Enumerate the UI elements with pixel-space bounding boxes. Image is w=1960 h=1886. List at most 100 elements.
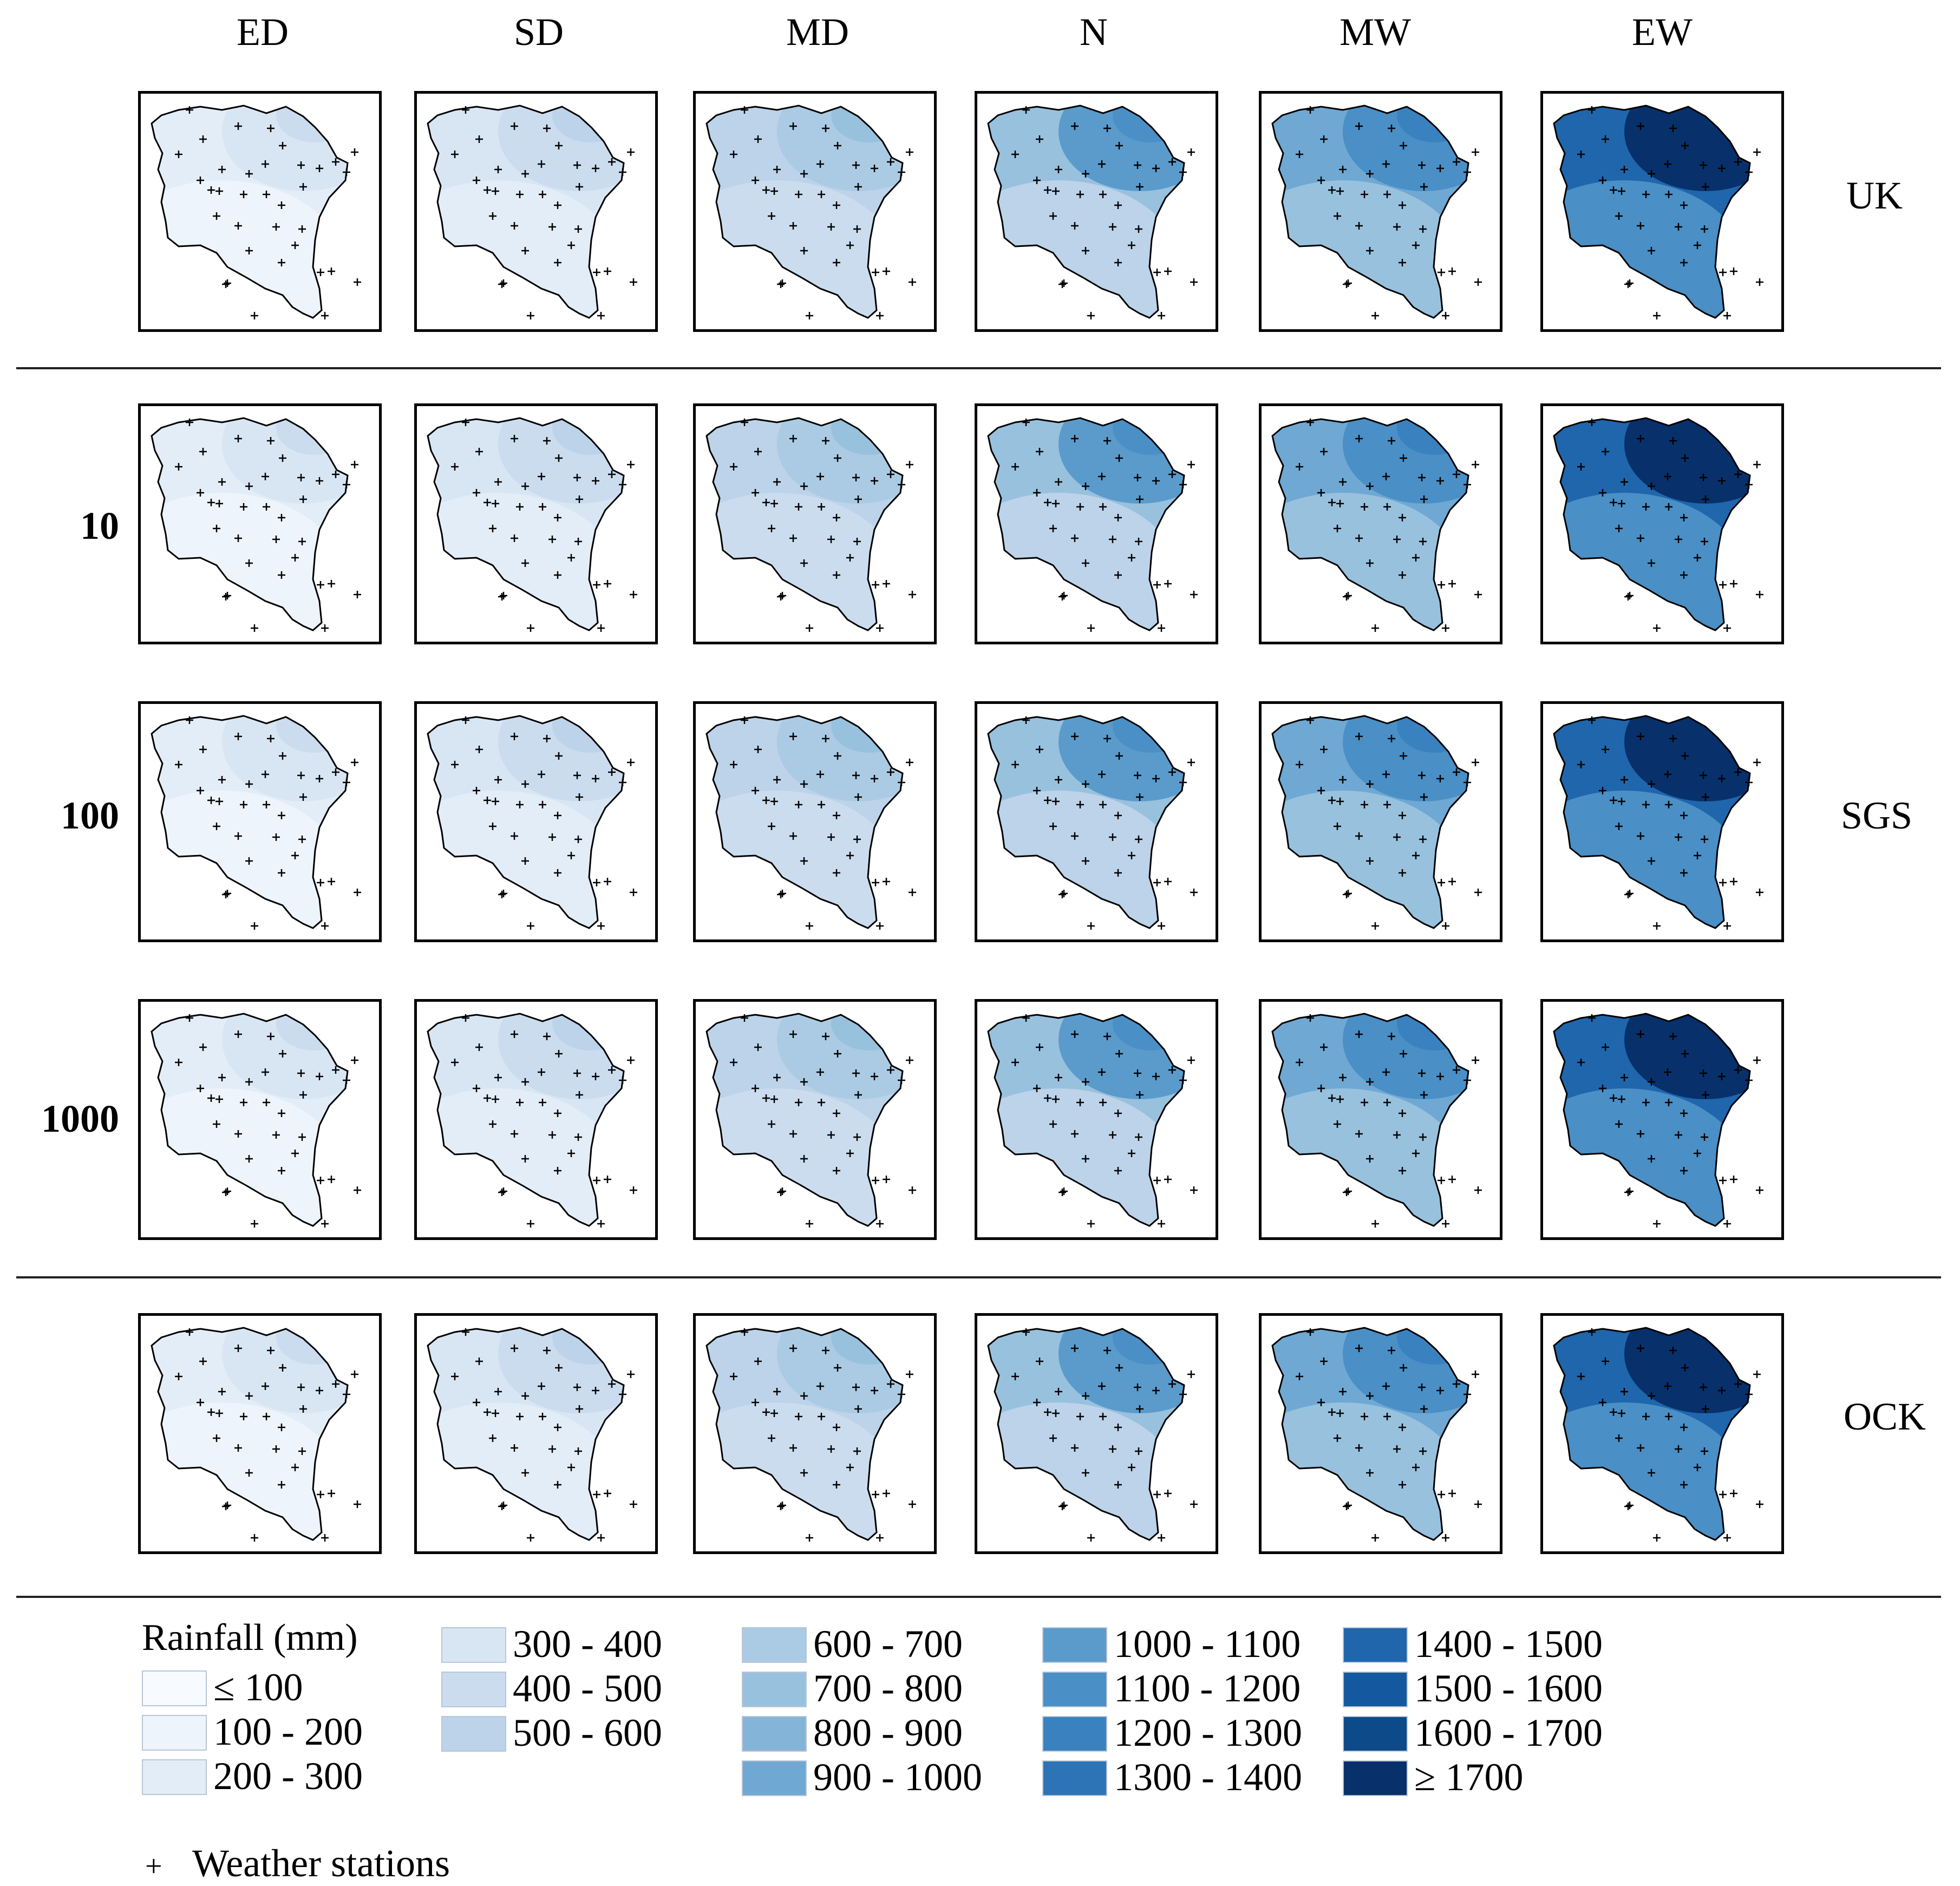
catchment-boundary: [151, 1327, 349, 1541]
weather-station-marker: [1128, 1464, 1135, 1471]
weather-station-marker: [1136, 183, 1144, 191]
weather-station-marker: [822, 437, 829, 445]
weather-station-marker: [1734, 471, 1742, 478]
weather-station-marker: [853, 1133, 861, 1141]
weather-station-marker: [876, 312, 884, 319]
weather-station-marker: [872, 1177, 879, 1184]
weather-station-marker: [1344, 279, 1352, 287]
weather-station-marker: [1464, 481, 1471, 488]
weather-station-marker: [1049, 212, 1057, 220]
weather-station-marker: [1114, 259, 1122, 266]
weather-station-marker: [1071, 1345, 1079, 1352]
weather-station-marker: [278, 1481, 285, 1489]
weather-station-marker: [539, 191, 546, 198]
weather-station-marker: [527, 624, 534, 632]
weather-station-marker: [199, 448, 207, 455]
weather-station-marker: [1719, 269, 1727, 276]
weather-station-marker: [608, 1066, 616, 1074]
rainfall-map: [987, 715, 1198, 930]
weather-station-marker: [1071, 534, 1079, 542]
weather-station-marker: [1453, 1380, 1460, 1388]
weather-station-marker: [1339, 166, 1347, 173]
weather-station-marker: [1602, 135, 1609, 143]
weather-station-marker: [263, 191, 270, 198]
catchment-boundary: [1271, 105, 1469, 319]
weather-station-marker: [1577, 463, 1585, 471]
weather-station-marker: [521, 1078, 529, 1086]
weather-station-marker: [1055, 166, 1062, 173]
weather-station-marker: [777, 593, 785, 601]
weather-station-marker: [207, 1094, 215, 1102]
weather-station-marker: [245, 1469, 253, 1477]
weather-station-marker: [1366, 1392, 1374, 1400]
weather-station-marker: [906, 1371, 913, 1378]
weather-station-marker: [1099, 191, 1107, 198]
weather-station-marker: [1718, 1073, 1726, 1080]
weather-station-marker: [1134, 1383, 1141, 1391]
weather-station-marker: [871, 1387, 878, 1394]
weather-station-marker: [554, 869, 561, 877]
weather-station-marker: [883, 878, 890, 885]
weather-station-marker: [1339, 776, 1347, 784]
weather-station-marker: [316, 1387, 323, 1394]
weather-station-marker: [462, 1014, 469, 1022]
weather-station-marker: [1152, 477, 1160, 485]
weather-station-marker: [1680, 201, 1688, 209]
weather-station-marker: [1179, 779, 1187, 786]
weather-station-marker: [777, 1189, 785, 1196]
weather-station-marker: [1344, 890, 1352, 897]
weather-station-marker: [741, 1014, 748, 1022]
weather-station-marker: [1336, 500, 1344, 507]
weather-station-marker: [1653, 1220, 1661, 1228]
weather-station-marker: [1366, 247, 1374, 254]
weather-station-marker: [473, 1399, 480, 1406]
weather-station-marker: [554, 514, 561, 521]
weather-station-marker: [1382, 1382, 1390, 1390]
weather-station-marker: [1419, 1133, 1427, 1141]
weather-station-marker: [789, 733, 797, 740]
separator-top: [16, 367, 1941, 369]
weather-station-marker: [1419, 836, 1427, 843]
weather-station-marker: [1366, 559, 1374, 567]
weather-station-marker: [1618, 1409, 1625, 1417]
weather-station-marker: [1087, 312, 1095, 319]
map-panel-uk-n: [975, 91, 1218, 332]
weather-station-marker: [1637, 222, 1644, 230]
weather-station-marker: [521, 780, 529, 788]
weather-station-marker: [1753, 461, 1761, 468]
rainfall-map: [987, 1327, 1198, 1542]
weather-station-marker: [730, 1059, 737, 1066]
weather-station-marker: [834, 142, 841, 149]
weather-station-marker: [1135, 1447, 1142, 1455]
rainfall-map: [151, 1013, 361, 1228]
weather-station-marker: [1114, 812, 1122, 819]
weather-station-marker: [234, 1444, 242, 1452]
col-header-mw: MW: [1340, 10, 1411, 54]
weather-station-marker: [278, 1167, 285, 1174]
weather-station-marker: [1669, 1033, 1677, 1040]
weather-station-marker: [576, 1091, 583, 1099]
weather-station-marker: [800, 247, 808, 254]
weather-station-marker: [816, 473, 824, 480]
weather-station-marker: [299, 793, 307, 801]
weather-station-marker: [872, 581, 879, 589]
weather-station-marker: [1022, 1014, 1030, 1022]
weather-station-marker: [1087, 1220, 1095, 1228]
weather-station-marker: [1190, 889, 1198, 896]
weather-station-marker: [511, 832, 518, 840]
weather-station-marker: [1701, 836, 1708, 843]
weather-station-marker: [1371, 1220, 1379, 1228]
weather-station-marker: [1328, 186, 1336, 194]
weather-station-marker: [1076, 1413, 1084, 1420]
legend-label: 1100 - 1200: [1114, 1667, 1301, 1710]
weather-station-marker: [1756, 889, 1763, 896]
legend-swatch: [441, 1716, 506, 1752]
weather-station-marker: [1756, 591, 1763, 598]
legend-swatch: [1343, 1760, 1408, 1796]
weather-station-marker: [853, 1447, 861, 1455]
weather-station-marker: [627, 1056, 635, 1064]
weather-station-marker: [1472, 1056, 1479, 1064]
rainfall-map: [1271, 1327, 1482, 1542]
weather-station-marker: [1393, 223, 1401, 231]
weather-station-marker: [822, 735, 829, 742]
